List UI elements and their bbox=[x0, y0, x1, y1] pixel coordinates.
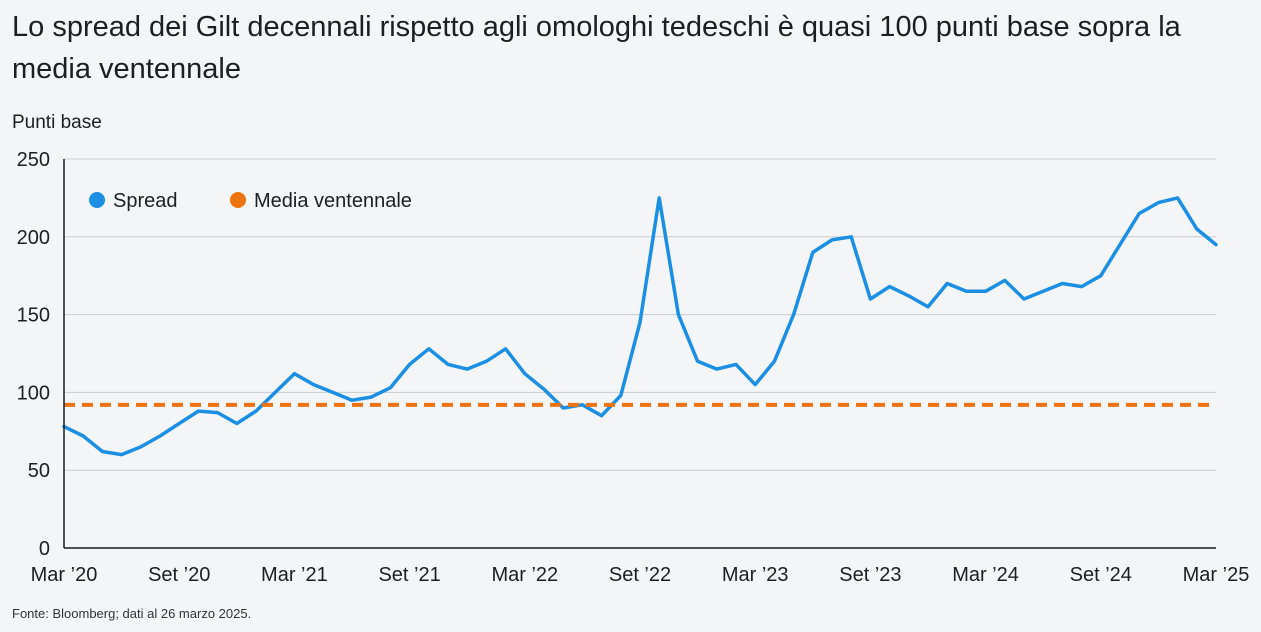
x-tick-label: Mar ’22 bbox=[491, 564, 558, 586]
y-axis-label: Punti base bbox=[12, 112, 102, 133]
chart-title: Lo spread dei Gilt decennali rispetto ag… bbox=[12, 11, 1181, 85]
legend-label: Spread bbox=[113, 190, 178, 212]
x-tick-label: Mar ’23 bbox=[722, 564, 789, 586]
x-tick-label: Set ’20 bbox=[148, 564, 210, 586]
series-lines bbox=[62, 196, 1218, 457]
y-tick-label: 250 bbox=[17, 149, 50, 171]
x-tick-label: Mar ’20 bbox=[31, 564, 98, 586]
y-tick-labels: 0 50 100 150 200 250 bbox=[17, 149, 50, 560]
x-tick-label: Set ’22 bbox=[609, 564, 671, 586]
x-tick-label: Set ’24 bbox=[1070, 564, 1132, 586]
y-tick-label: 50 bbox=[28, 460, 50, 482]
series-line-spread bbox=[62, 196, 1218, 457]
legend: Spread Media ventennale bbox=[89, 190, 412, 212]
y-tick-label: 150 bbox=[17, 305, 50, 327]
y-tick-label: 200 bbox=[17, 227, 50, 249]
source-note: Fonte: Bloomberg; dati al 26 marzo 2025. bbox=[12, 606, 252, 621]
y-tick-label: 0 bbox=[39, 538, 50, 560]
x-tick-labels: Mar ’20 Set ’20 Mar ’21 Set ’21 Mar ’22 Set ’… bbox=[31, 564, 1250, 586]
x-tick-label: Mar ’25 bbox=[1183, 564, 1250, 586]
axes bbox=[63, 159, 1216, 549]
legend-marker bbox=[89, 192, 105, 208]
y-tick-label: 100 bbox=[17, 382, 50, 404]
x-tick-label: Mar ’24 bbox=[952, 564, 1019, 586]
legend-label: Media ventennale bbox=[254, 190, 412, 212]
x-tick-label: Set ’23 bbox=[839, 564, 901, 586]
legend-marker bbox=[230, 192, 246, 208]
x-tick-label: Set ’21 bbox=[378, 564, 440, 586]
x-tick-label: Mar ’21 bbox=[261, 564, 328, 586]
